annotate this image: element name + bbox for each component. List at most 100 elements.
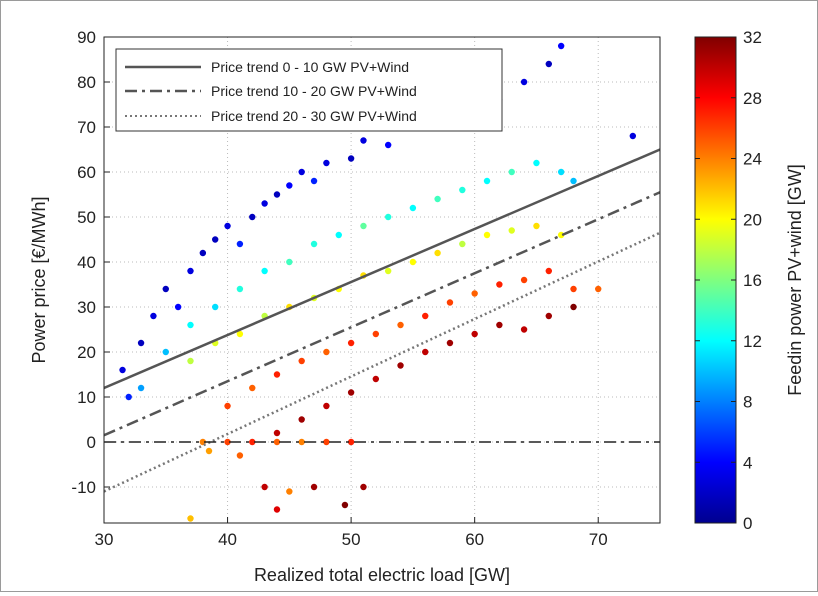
scatter-point bbox=[545, 312, 552, 320]
legend: Price trend 0 - 10 GW PV+Wind Price tren… bbox=[115, 48, 503, 132]
trend-line-1 bbox=[104, 148, 660, 390]
scatter-point bbox=[360, 222, 367, 230]
scatter-points bbox=[119, 42, 637, 522]
scatter-point bbox=[341, 501, 349, 509]
scatter-point bbox=[533, 159, 540, 167]
colorbar-gradient bbox=[694, 36, 737, 524]
x-tick-label: 70 bbox=[589, 530, 608, 549]
scatter-point bbox=[520, 276, 528, 284]
scatter-point bbox=[187, 267, 194, 275]
scatter-point bbox=[249, 213, 256, 221]
scatter-point bbox=[570, 285, 577, 293]
colorbar-tick-label: 16 bbox=[743, 271, 762, 290]
scatter-point bbox=[273, 429, 281, 437]
y-tick-label: 80 bbox=[77, 73, 96, 92]
scatter-point bbox=[162, 348, 169, 356]
x-axis-ticks: 30 40 50 60 70 bbox=[95, 517, 608, 549]
scatter-point bbox=[384, 141, 392, 149]
scatter-point bbox=[261, 200, 268, 207]
scatter-point bbox=[520, 326, 528, 333]
scatter-point bbox=[508, 227, 515, 234]
scatter-point bbox=[249, 384, 256, 392]
scatter-point bbox=[236, 452, 244, 459]
y-tick-label: 50 bbox=[77, 208, 96, 227]
scatter-point bbox=[446, 339, 454, 347]
y-tick-label: 40 bbox=[77, 253, 96, 272]
colorbar-tick-label: 0 bbox=[743, 514, 752, 533]
scatter-point bbox=[372, 330, 380, 338]
y-axis-label: Power price [€/MWh] bbox=[29, 196, 49, 363]
scatter-point bbox=[496, 321, 503, 329]
scatter-point bbox=[471, 290, 478, 297]
scatter-point bbox=[360, 483, 367, 491]
scatter-point bbox=[298, 416, 305, 423]
colorbar-tick-label: 24 bbox=[743, 150, 762, 169]
scatter-point bbox=[335, 231, 342, 239]
scatter-point bbox=[187, 321, 194, 329]
scatter-point bbox=[273, 191, 281, 198]
scatter-point bbox=[187, 357, 194, 365]
y-tick-label: 30 bbox=[77, 298, 96, 317]
scatter-point bbox=[545, 267, 552, 275]
scatter-point bbox=[520, 78, 528, 86]
legend-entry-1: Price trend 0 - 10 GW PV+Wind bbox=[211, 59, 409, 75]
scatter-point bbox=[459, 240, 466, 248]
scatter-point bbox=[422, 348, 429, 356]
scatter-point bbox=[434, 195, 441, 203]
scatter-point bbox=[286, 488, 293, 495]
y-tick-label: 90 bbox=[77, 28, 96, 47]
scatter-point bbox=[347, 339, 355, 347]
scatter-point bbox=[298, 168, 305, 176]
scatter-point bbox=[483, 231, 491, 239]
x-tick-label: 60 bbox=[465, 530, 484, 549]
y-tick-label: -10 bbox=[71, 478, 96, 497]
scatter-point bbox=[557, 42, 565, 50]
scatter-point bbox=[533, 222, 540, 230]
plot-border bbox=[103, 36, 661, 524]
scatter-point bbox=[205, 447, 213, 455]
scatter-point bbox=[471, 330, 478, 338]
scatter-point bbox=[261, 267, 268, 275]
x-tick-label: 50 bbox=[342, 530, 361, 549]
scatter-point bbox=[249, 438, 256, 446]
scatter-point bbox=[323, 402, 330, 410]
scatter-point bbox=[212, 236, 219, 243]
scatter-point bbox=[434, 249, 441, 257]
scatter-point bbox=[236, 240, 244, 248]
scatter-point bbox=[310, 483, 318, 491]
scatter-point bbox=[570, 177, 577, 185]
scatter-point bbox=[409, 258, 417, 266]
x-tick-label: 40 bbox=[218, 530, 237, 549]
scatter-point bbox=[236, 285, 244, 293]
scatter-point bbox=[224, 438, 231, 446]
scatter-point bbox=[459, 186, 466, 194]
scatter-point bbox=[199, 249, 207, 257]
scatter-point bbox=[298, 438, 305, 446]
scatter-point bbox=[286, 258, 293, 266]
trend-line-2 bbox=[104, 191, 660, 437]
colorbar-tick-label: 12 bbox=[743, 332, 762, 351]
scatter-point bbox=[261, 483, 268, 491]
scatter-point bbox=[150, 312, 157, 320]
scatter-point bbox=[310, 240, 318, 248]
scatter-point bbox=[508, 168, 515, 176]
scatter-point bbox=[446, 299, 454, 306]
legend-entry-3: Price trend 20 - 30 GW PV+Wind bbox=[211, 108, 417, 124]
scatter-point bbox=[137, 339, 145, 347]
scatter-point bbox=[236, 330, 244, 338]
scatter-point bbox=[224, 402, 231, 410]
scatter-point bbox=[310, 177, 318, 185]
scatter-point bbox=[496, 281, 503, 288]
scatter-point bbox=[119, 366, 126, 374]
scatter-point bbox=[629, 132, 637, 140]
scatter-point bbox=[347, 155, 355, 162]
scatter-point bbox=[137, 384, 145, 392]
x-tick-label: 30 bbox=[95, 530, 114, 549]
scatter-point bbox=[286, 182, 293, 189]
scatter-point bbox=[422, 312, 429, 320]
scatter-point bbox=[545, 60, 552, 68]
y-tick-label: 10 bbox=[77, 388, 96, 407]
y-tick-label: 20 bbox=[77, 343, 96, 362]
